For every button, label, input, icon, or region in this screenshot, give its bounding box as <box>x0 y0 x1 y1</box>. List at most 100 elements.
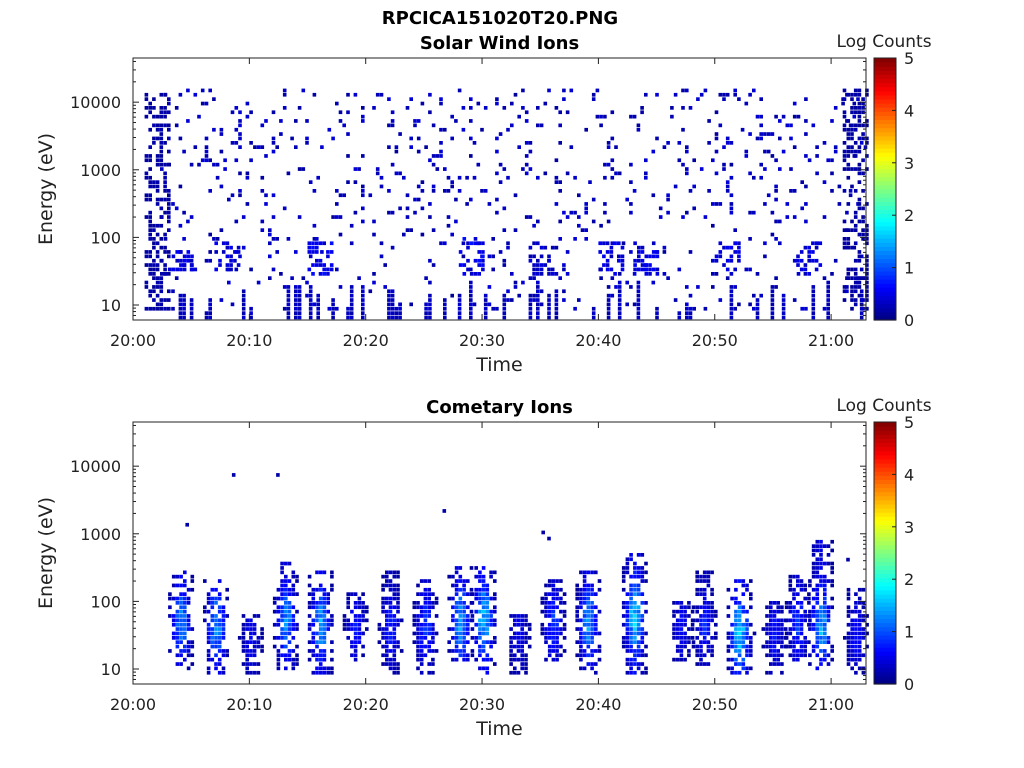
heatmap-cell <box>311 587 316 592</box>
heatmap-cell <box>854 618 858 623</box>
heatmap-cell <box>602 263 606 267</box>
heatmap-cell <box>353 631 358 636</box>
heatmap-cell <box>815 644 820 649</box>
heatmap-cell <box>540 627 545 631</box>
heatmap-cell <box>636 587 641 592</box>
heatmap-cell <box>617 171 622 176</box>
heatmap-cell <box>419 636 424 640</box>
heatmap-cell <box>640 574 645 579</box>
heatmap-cell <box>745 583 749 588</box>
heatmap-cell <box>457 189 462 193</box>
colorbar-swatch <box>874 516 896 521</box>
heatmap-cell <box>853 141 858 145</box>
heatmap-cell <box>861 228 865 232</box>
heatmap-cell <box>625 662 630 666</box>
heatmap-cell <box>803 245 808 250</box>
heatmap-cell <box>272 622 277 627</box>
heatmap-cell <box>431 601 435 605</box>
heatmap-cell <box>677 311 682 315</box>
heatmap-cell <box>485 609 490 614</box>
heatmap-cell <box>491 267 495 272</box>
heatmap-cell <box>307 574 312 579</box>
heatmap-cell <box>311 592 316 596</box>
heatmap-cell <box>245 114 250 119</box>
heatmap-cell <box>814 258 819 263</box>
heatmap-cell <box>428 215 432 219</box>
heatmap-cell <box>547 88 551 93</box>
heatmap-cell <box>741 631 746 636</box>
heatmap-cell <box>316 302 320 307</box>
heatmap-cell <box>481 258 485 263</box>
heatmap-cell <box>799 653 804 658</box>
heatmap-cell <box>399 649 404 653</box>
heatmap-cell <box>606 293 611 298</box>
heatmap-cell <box>774 237 778 241</box>
y-tick-label: 100 <box>90 592 121 611</box>
heatmap-cell <box>741 579 746 583</box>
heatmap-cell <box>780 644 784 649</box>
heatmap-cell <box>260 189 265 193</box>
heatmap-cell <box>714 132 719 136</box>
heatmap-cell <box>392 653 397 658</box>
heatmap-cell <box>559 601 563 605</box>
heatmap-cell <box>385 653 389 658</box>
heatmap-cell <box>297 293 302 298</box>
heatmap-cell <box>446 175 451 180</box>
heatmap-cell <box>513 193 518 198</box>
heatmap-cell <box>605 267 610 272</box>
heatmap-cell <box>474 609 478 614</box>
heatmap-cell <box>745 644 749 649</box>
heatmap-cell <box>744 101 749 106</box>
heatmap-cell <box>547 644 552 649</box>
heatmap-cell <box>558 237 562 241</box>
heatmap-cell <box>346 315 350 320</box>
heatmap-cell <box>206 631 211 636</box>
heatmap-cell <box>837 184 842 189</box>
heatmap-cell <box>846 237 851 241</box>
heatmap-cell <box>210 596 215 601</box>
heatmap-cell <box>850 298 854 302</box>
heatmap-cell <box>770 289 775 294</box>
colorbar-swatch <box>874 152 896 157</box>
heatmap-cell <box>575 587 579 592</box>
heatmap-cell <box>287 618 292 623</box>
heatmap-cell <box>297 315 302 320</box>
heatmap-cell <box>765 614 769 618</box>
heatmap-cell <box>815 614 820 618</box>
heatmap-cell <box>424 311 428 315</box>
heatmap-cell <box>651 149 656 154</box>
heatmap-cell <box>357 276 361 280</box>
heatmap-cell <box>679 618 684 623</box>
heatmap-cell <box>428 258 432 263</box>
heatmap-cell <box>423 592 428 596</box>
heatmap-cell <box>193 145 198 149</box>
heatmap-cell <box>811 596 816 601</box>
heatmap-cell <box>179 618 183 623</box>
heatmap-cell <box>152 228 156 232</box>
heatmap-cell <box>457 293 462 298</box>
heatmap-cell <box>547 649 552 653</box>
heatmap-cell <box>186 640 191 644</box>
heatmap-cell <box>582 570 587 575</box>
heatmap-cell <box>291 614 296 618</box>
heatmap-cell <box>815 544 820 548</box>
heatmap-cell <box>752 88 756 93</box>
heatmap-cell <box>778 136 782 141</box>
heatmap-cell <box>312 302 317 307</box>
heatmap-cell <box>769 631 773 636</box>
heatmap-cell <box>353 649 358 653</box>
heatmap-cell <box>861 206 865 211</box>
heatmap-cell <box>644 570 648 575</box>
heatmap-cell <box>152 237 156 241</box>
heatmap-cell <box>804 184 808 189</box>
heatmap-cell <box>590 640 594 644</box>
heatmap-cell <box>434 601 439 605</box>
heatmap-cell <box>326 670 330 675</box>
heatmap-cell <box>819 553 823 557</box>
heatmap-cell <box>502 298 507 302</box>
heatmap-cell <box>857 149 862 154</box>
heatmap-cell <box>633 657 637 662</box>
heatmap-cell <box>780 609 784 614</box>
heatmap-cell <box>434 631 439 636</box>
heatmap-cell <box>353 180 358 184</box>
